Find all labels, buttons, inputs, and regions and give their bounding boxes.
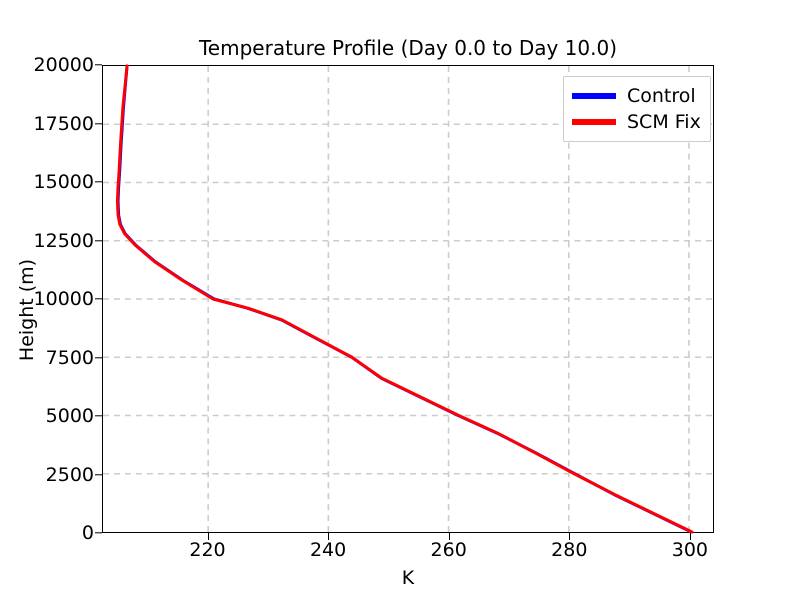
- y-tick-label: 2500: [45, 463, 94, 486]
- y-axis-label: Height (m): [16, 258, 38, 362]
- x-tick-mark: [689, 533, 691, 540]
- y-tick-label: 20000: [33, 54, 94, 76]
- y-tick-mark: [95, 356, 102, 358]
- y-tick-label: 12500: [33, 229, 94, 252]
- x-tick-mark: [448, 533, 450, 540]
- legend-swatch-control: [572, 93, 616, 99]
- x-axis-tick-marks: [102, 533, 714, 540]
- legend-item-control: Control: [572, 83, 701, 109]
- y-tick-mark: [95, 239, 102, 241]
- y-tick-mark: [95, 181, 102, 183]
- legend: Control SCM Fix: [563, 76, 711, 142]
- legend-label-control: Control: [627, 85, 696, 107]
- y-tick-label: 0: [81, 522, 94, 544]
- plot-axes: [102, 64, 714, 534]
- y-tick-mark: [95, 415, 102, 417]
- y-tick-mark: [95, 122, 102, 124]
- y-tick-label: 5000: [45, 405, 94, 427]
- y-axis-tick-labels: 0 2500 5000 7500 10000 12500 15000 17500 20000: [0, 54, 94, 544]
- gridlines: [103, 66, 713, 532]
- x-tick-mark: [569, 533, 571, 540]
- x-tick-label: 240: [309, 539, 347, 561]
- x-axis-tick-labels: 220 240 260 280 300: [102, 539, 714, 565]
- legend-label-scm-fix: SCM Fix: [627, 111, 701, 133]
- x-tick-label: 300: [671, 539, 709, 561]
- y-tick-mark: [95, 532, 102, 534]
- x-axis-label: K: [401, 567, 415, 589]
- x-tick-mark: [328, 533, 330, 540]
- legend-swatch-scm-fix: [572, 119, 616, 125]
- y-tick-mark: [95, 473, 102, 475]
- series-line-scm-fix: [115, 64, 694, 534]
- chart-title: Temperature Profile (Day 0.0 to Day 10.0…: [198, 36, 618, 60]
- x-tick-label: 260: [430, 539, 467, 561]
- y-tick-label: 10000: [33, 288, 94, 310]
- y-axis-tick-marks: [95, 64, 102, 534]
- y-tick-mark: [95, 64, 102, 66]
- y-tick-label: 17500: [33, 112, 94, 135]
- y-tick-mark: [95, 298, 102, 300]
- data-lines: [115, 64, 694, 534]
- y-tick-label: 15000: [33, 171, 94, 193]
- legend-item-scm-fix: SCM Fix: [572, 109, 701, 135]
- x-tick-label: 220: [189, 539, 226, 561]
- y-tick-label: 7500: [45, 346, 94, 369]
- x-tick-mark: [207, 533, 209, 540]
- x-tick-label: 280: [551, 539, 588, 561]
